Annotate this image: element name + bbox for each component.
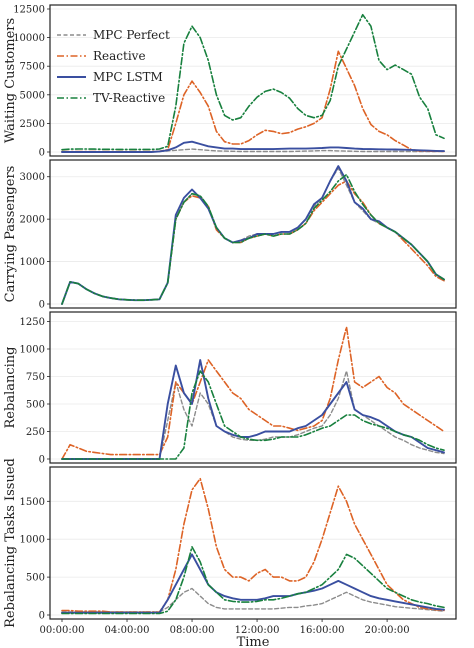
y-tick-label: 1500 — [20, 497, 45, 508]
series-line-reactive — [61, 477, 445, 613]
x-tick-label: 08:00:00 — [170, 625, 215, 636]
y-tick-label: 2500 — [20, 119, 45, 130]
series-line-mpc-perfect — [61, 370, 445, 460]
y-tick-label: 0 — [39, 148, 45, 159]
y-tick-label: 7500 — [20, 62, 45, 73]
plot-frame — [49, 4, 457, 157]
panel-waiting-customers: 0 2500 5000 7500 10000 12500 Waiting Customers… — [3, 4, 457, 159]
legend-entry-tv-reactive: TV-Reactive — [93, 91, 165, 105]
y-axis-label: Waiting Customers — [3, 18, 18, 143]
y-tick-label: 2000 — [20, 215, 45, 226]
y-tick-label: 5000 — [20, 90, 45, 101]
series-line-tv-reactive — [61, 370, 445, 460]
x-tick-label: 16:00:00 — [300, 625, 345, 636]
series-line-mpc-perfect — [61, 587, 445, 613]
y-tick-label: 1000 — [20, 535, 45, 546]
y-tick-label: 0 — [39, 300, 45, 311]
x-tick-label: 12:00:00 — [235, 625, 280, 636]
series-line-mpc-perfect — [61, 148, 445, 153]
y-tick-label: 10000 — [13, 33, 45, 44]
series-line-tv-reactive — [61, 173, 445, 305]
x-tick-label: 20:00:00 — [365, 625, 410, 636]
y-tick-label: 500 — [26, 573, 45, 584]
x-tick-label: 04:00:00 — [105, 625, 150, 636]
series-line-mpc-lstm — [61, 165, 445, 305]
y-tick-label: 0 — [39, 611, 45, 622]
legend-entry-mpc-lstm: MPC LSTM — [93, 70, 163, 84]
y-tick-label: 12500 — [13, 5, 45, 16]
series-line-tv-reactive — [61, 545, 445, 615]
plot-frame — [49, 159, 457, 309]
y-tick-label: 0 — [39, 455, 45, 466]
y-tick-label: 250 — [26, 427, 45, 438]
y-tick-label: 1250 — [20, 317, 45, 328]
y-axis-label: Rebalancing — [3, 347, 18, 429]
y-tick-label: 3000 — [20, 172, 45, 183]
y-tick-label: 500 — [26, 400, 45, 411]
y-axis-label: Carrying Passengers — [3, 166, 18, 303]
series-line-reactive — [61, 326, 445, 460]
y-tick-label: 1000 — [20, 345, 45, 356]
legend-entry-mpc-perfect: MPC Perfect — [93, 28, 170, 42]
x-axis-label: Time — [237, 635, 270, 648]
panel-rebalancing: 0 250 500 750 1000 1250 Rebalancing — [3, 311, 457, 466]
series-line-mpc-lstm — [61, 140, 445, 153]
series-line-tv-reactive — [61, 13, 445, 151]
y-tick-label: 750 — [26, 372, 45, 383]
series-line-mpc-lstm — [61, 359, 445, 460]
plot-frame — [49, 311, 457, 464]
x-tick-label: 00:00:00 — [40, 625, 85, 636]
x-axis-ticks: 00:00:00 04:00:00 08:00:00 12:00:00 16:00:00… — [40, 619, 410, 636]
y-axis-label: Rebalancing Tasks Issued — [3, 458, 18, 628]
legend-entry-reactive: Reactive — [93, 49, 146, 63]
plot-frame — [49, 466, 457, 620]
y-tick-label: 1000 — [20, 257, 45, 268]
series-line-reactive — [61, 180, 445, 305]
legend: MPC Perfect Reactive MPC LSTM TV-Reactive — [57, 28, 170, 105]
